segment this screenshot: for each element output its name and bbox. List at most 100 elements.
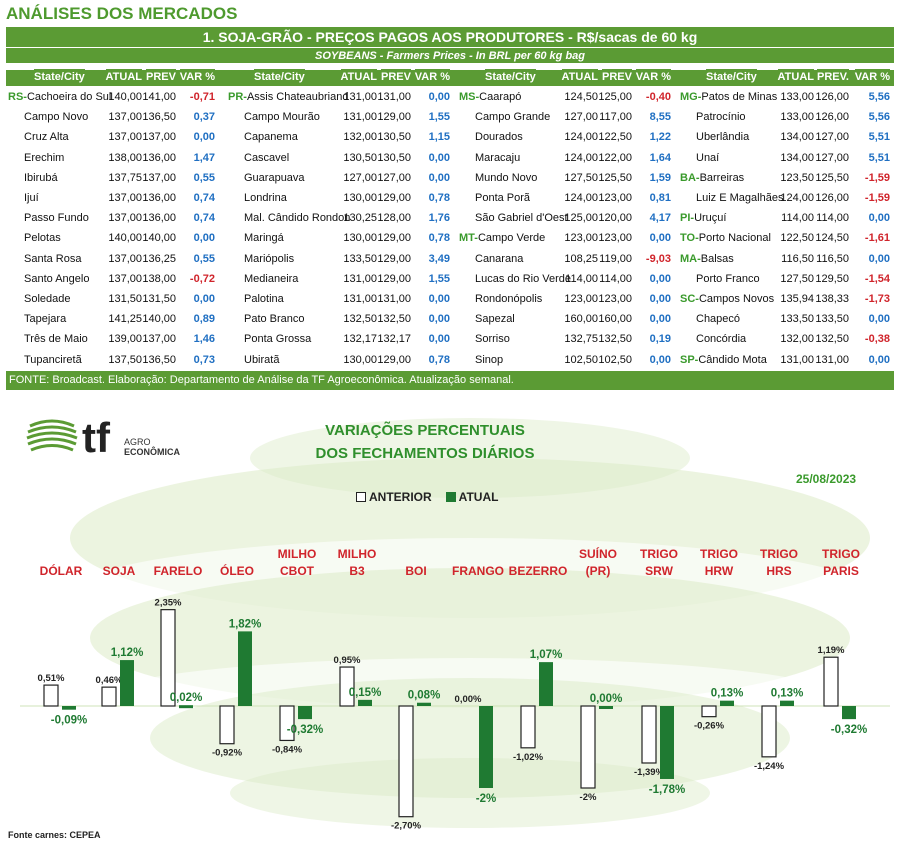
table-cell-var: 0,78 bbox=[428, 192, 450, 204]
table-cell-atual: 124,00 bbox=[564, 192, 598, 204]
table-cell-atual: 124,00 bbox=[780, 192, 814, 204]
table-cell-var: 0,00 bbox=[868, 252, 890, 265]
table-cell-var: 4,17 bbox=[649, 212, 671, 225]
table-cell-var: 0,00 bbox=[649, 353, 671, 366]
state-code: MS- bbox=[459, 91, 480, 103]
table-cell-prev: 140,00 bbox=[142, 232, 176, 245]
legend-atual-label: ATUAL bbox=[458, 490, 499, 504]
table-cell-var: 0,73 bbox=[193, 353, 215, 366]
table-cell-var: -1,54 bbox=[864, 272, 890, 285]
table-cell-prev: 131,50 bbox=[142, 293, 176, 305]
table-cell-city: Mundo Novo bbox=[459, 168, 537, 188]
category-label: BEZERRO bbox=[509, 564, 568, 578]
city-name: Campo Novo bbox=[24, 111, 89, 124]
bar-anterior bbox=[160, 609, 176, 707]
table-cell-city: Porto Franco bbox=[680, 269, 760, 289]
category-label: DÓLAR bbox=[40, 563, 83, 578]
city-name: Luiz E Magalhães bbox=[696, 192, 784, 204]
table-cell-city: São Gabriel d'Oest bbox=[459, 208, 568, 228]
table-cell-atual: 133,00 bbox=[780, 91, 814, 103]
city-name: Guarapuava bbox=[244, 171, 305, 184]
bar-atual bbox=[660, 706, 674, 779]
table-cell-atual: 137,00 bbox=[108, 212, 142, 225]
table-cell-city: Uberlândia bbox=[680, 127, 749, 147]
city-name: Unaí bbox=[696, 151, 720, 164]
table-cell-var: 1,47 bbox=[193, 151, 215, 164]
table-cell-city: Erechim bbox=[8, 148, 64, 168]
data-label-atual: 1,07% bbox=[530, 649, 563, 661]
table-cell-var: 0,89 bbox=[193, 313, 215, 326]
table-cell-prev: 136,25 bbox=[142, 252, 176, 265]
data-label-anterior: -0,26% bbox=[694, 721, 725, 732]
table-cell-prev: 136,50 bbox=[142, 111, 176, 124]
table-cell-city: Tupanciretã bbox=[8, 350, 82, 370]
city-name: Assis Chateaubriand bbox=[246, 91, 349, 103]
table-cell-var: 0,19 bbox=[649, 333, 671, 346]
table-cell-atual: 133,50 bbox=[343, 252, 377, 265]
chart-legend: ANTERIOR ATUAL bbox=[356, 490, 498, 504]
table-subtitle: SOYBEANS - Farmers Prices - In BRL per 6… bbox=[6, 47, 894, 63]
city-name: Medianeira bbox=[244, 272, 299, 285]
table-cell-prev: 123,00 bbox=[598, 293, 632, 305]
table-cell-prev: 125,50 bbox=[598, 171, 632, 184]
bar-atual bbox=[479, 706, 493, 788]
table-cell-city: Unaí bbox=[680, 148, 719, 168]
table-cell-var: 0,00 bbox=[193, 232, 215, 245]
table-cell-city: Concórdia bbox=[680, 329, 746, 349]
table-cell-var: 0,00 bbox=[649, 313, 671, 326]
table-cell-var: 0,00 bbox=[649, 272, 671, 285]
city-name: Canarana bbox=[475, 252, 524, 265]
table-cell-city: SC-Campos Novos bbox=[680, 289, 774, 309]
city-name: Porto Nacional bbox=[698, 232, 771, 245]
state-code: SP- bbox=[680, 353, 699, 366]
column-header-bar bbox=[6, 69, 894, 86]
legend-atual-swatch bbox=[445, 492, 456, 502]
table-cell-var: -0,40 bbox=[645, 91, 671, 103]
table-cell-prev: 102,50 bbox=[598, 353, 632, 366]
table-cell-prev: 122,50 bbox=[598, 131, 632, 144]
table-cell-city: Tapejara bbox=[8, 309, 66, 329]
data-label-atual: -0,32% bbox=[287, 724, 323, 736]
table-cell-prev: 127,00 bbox=[377, 171, 411, 184]
data-label-anterior: -2% bbox=[580, 792, 597, 803]
data-label-anterior: 0,00% bbox=[455, 694, 482, 705]
category-label: BOI bbox=[405, 564, 426, 578]
table-cell-atual: 137,00 bbox=[108, 192, 142, 204]
table-cell-var: 1,55 bbox=[428, 272, 450, 285]
table-cell-var: 0,55 bbox=[193, 171, 215, 184]
bar-anterior bbox=[43, 684, 59, 707]
table-cell-atual: 132,00 bbox=[780, 333, 814, 346]
table-cell-var: -1,73 bbox=[864, 293, 890, 305]
bar-anterior bbox=[580, 705, 596, 789]
legend-anterior-label: ANTERIOR bbox=[369, 490, 432, 504]
table-cell-city: Três de Maio bbox=[8, 329, 88, 349]
state-code: BA- bbox=[680, 171, 700, 184]
table-cell-atual: 130,00 bbox=[343, 232, 377, 245]
city-name: São Gabriel d'Oest bbox=[475, 212, 568, 225]
table-cell-city: TO-Porto Nacional bbox=[680, 228, 771, 248]
table-cell-city: PI-Uruçuí bbox=[680, 208, 726, 228]
table-cell-city: Maringá bbox=[228, 228, 284, 248]
bar-anterior bbox=[823, 656, 839, 707]
city-name: Balsas bbox=[700, 252, 734, 265]
city-name: Mariópolis bbox=[244, 252, 295, 265]
column-header-atual: ATUAL bbox=[777, 69, 814, 86]
table-footer: FONTE: Broadcast. Elaboração: Departamen… bbox=[6, 371, 894, 390]
table-cell-prev: 129,00 bbox=[377, 232, 411, 245]
data-label-atual: 0,02% bbox=[170, 692, 203, 704]
table-cell-city: Passo Fundo bbox=[8, 208, 89, 228]
column-header-var: VAR % bbox=[854, 69, 890, 86]
city-name: Sapezal bbox=[475, 313, 515, 326]
table-cell-atual: 131,00 bbox=[343, 293, 377, 305]
city-name: Cascavel bbox=[244, 151, 290, 164]
bar-anterior bbox=[520, 705, 536, 749]
table-cell-city: Soledade bbox=[8, 289, 71, 309]
table-cell-prev: 127,00 bbox=[815, 131, 849, 144]
data-label-anterior: -1,39% bbox=[634, 767, 665, 778]
city-name: Uruçuí bbox=[694, 212, 727, 225]
bar-atual bbox=[358, 699, 372, 706]
table-cell-atual: 137,00 bbox=[108, 111, 142, 124]
state-code: RS- bbox=[8, 91, 27, 103]
table-cell-prev: 129,00 bbox=[377, 111, 411, 124]
table-cell-var: 0,00 bbox=[193, 131, 215, 144]
